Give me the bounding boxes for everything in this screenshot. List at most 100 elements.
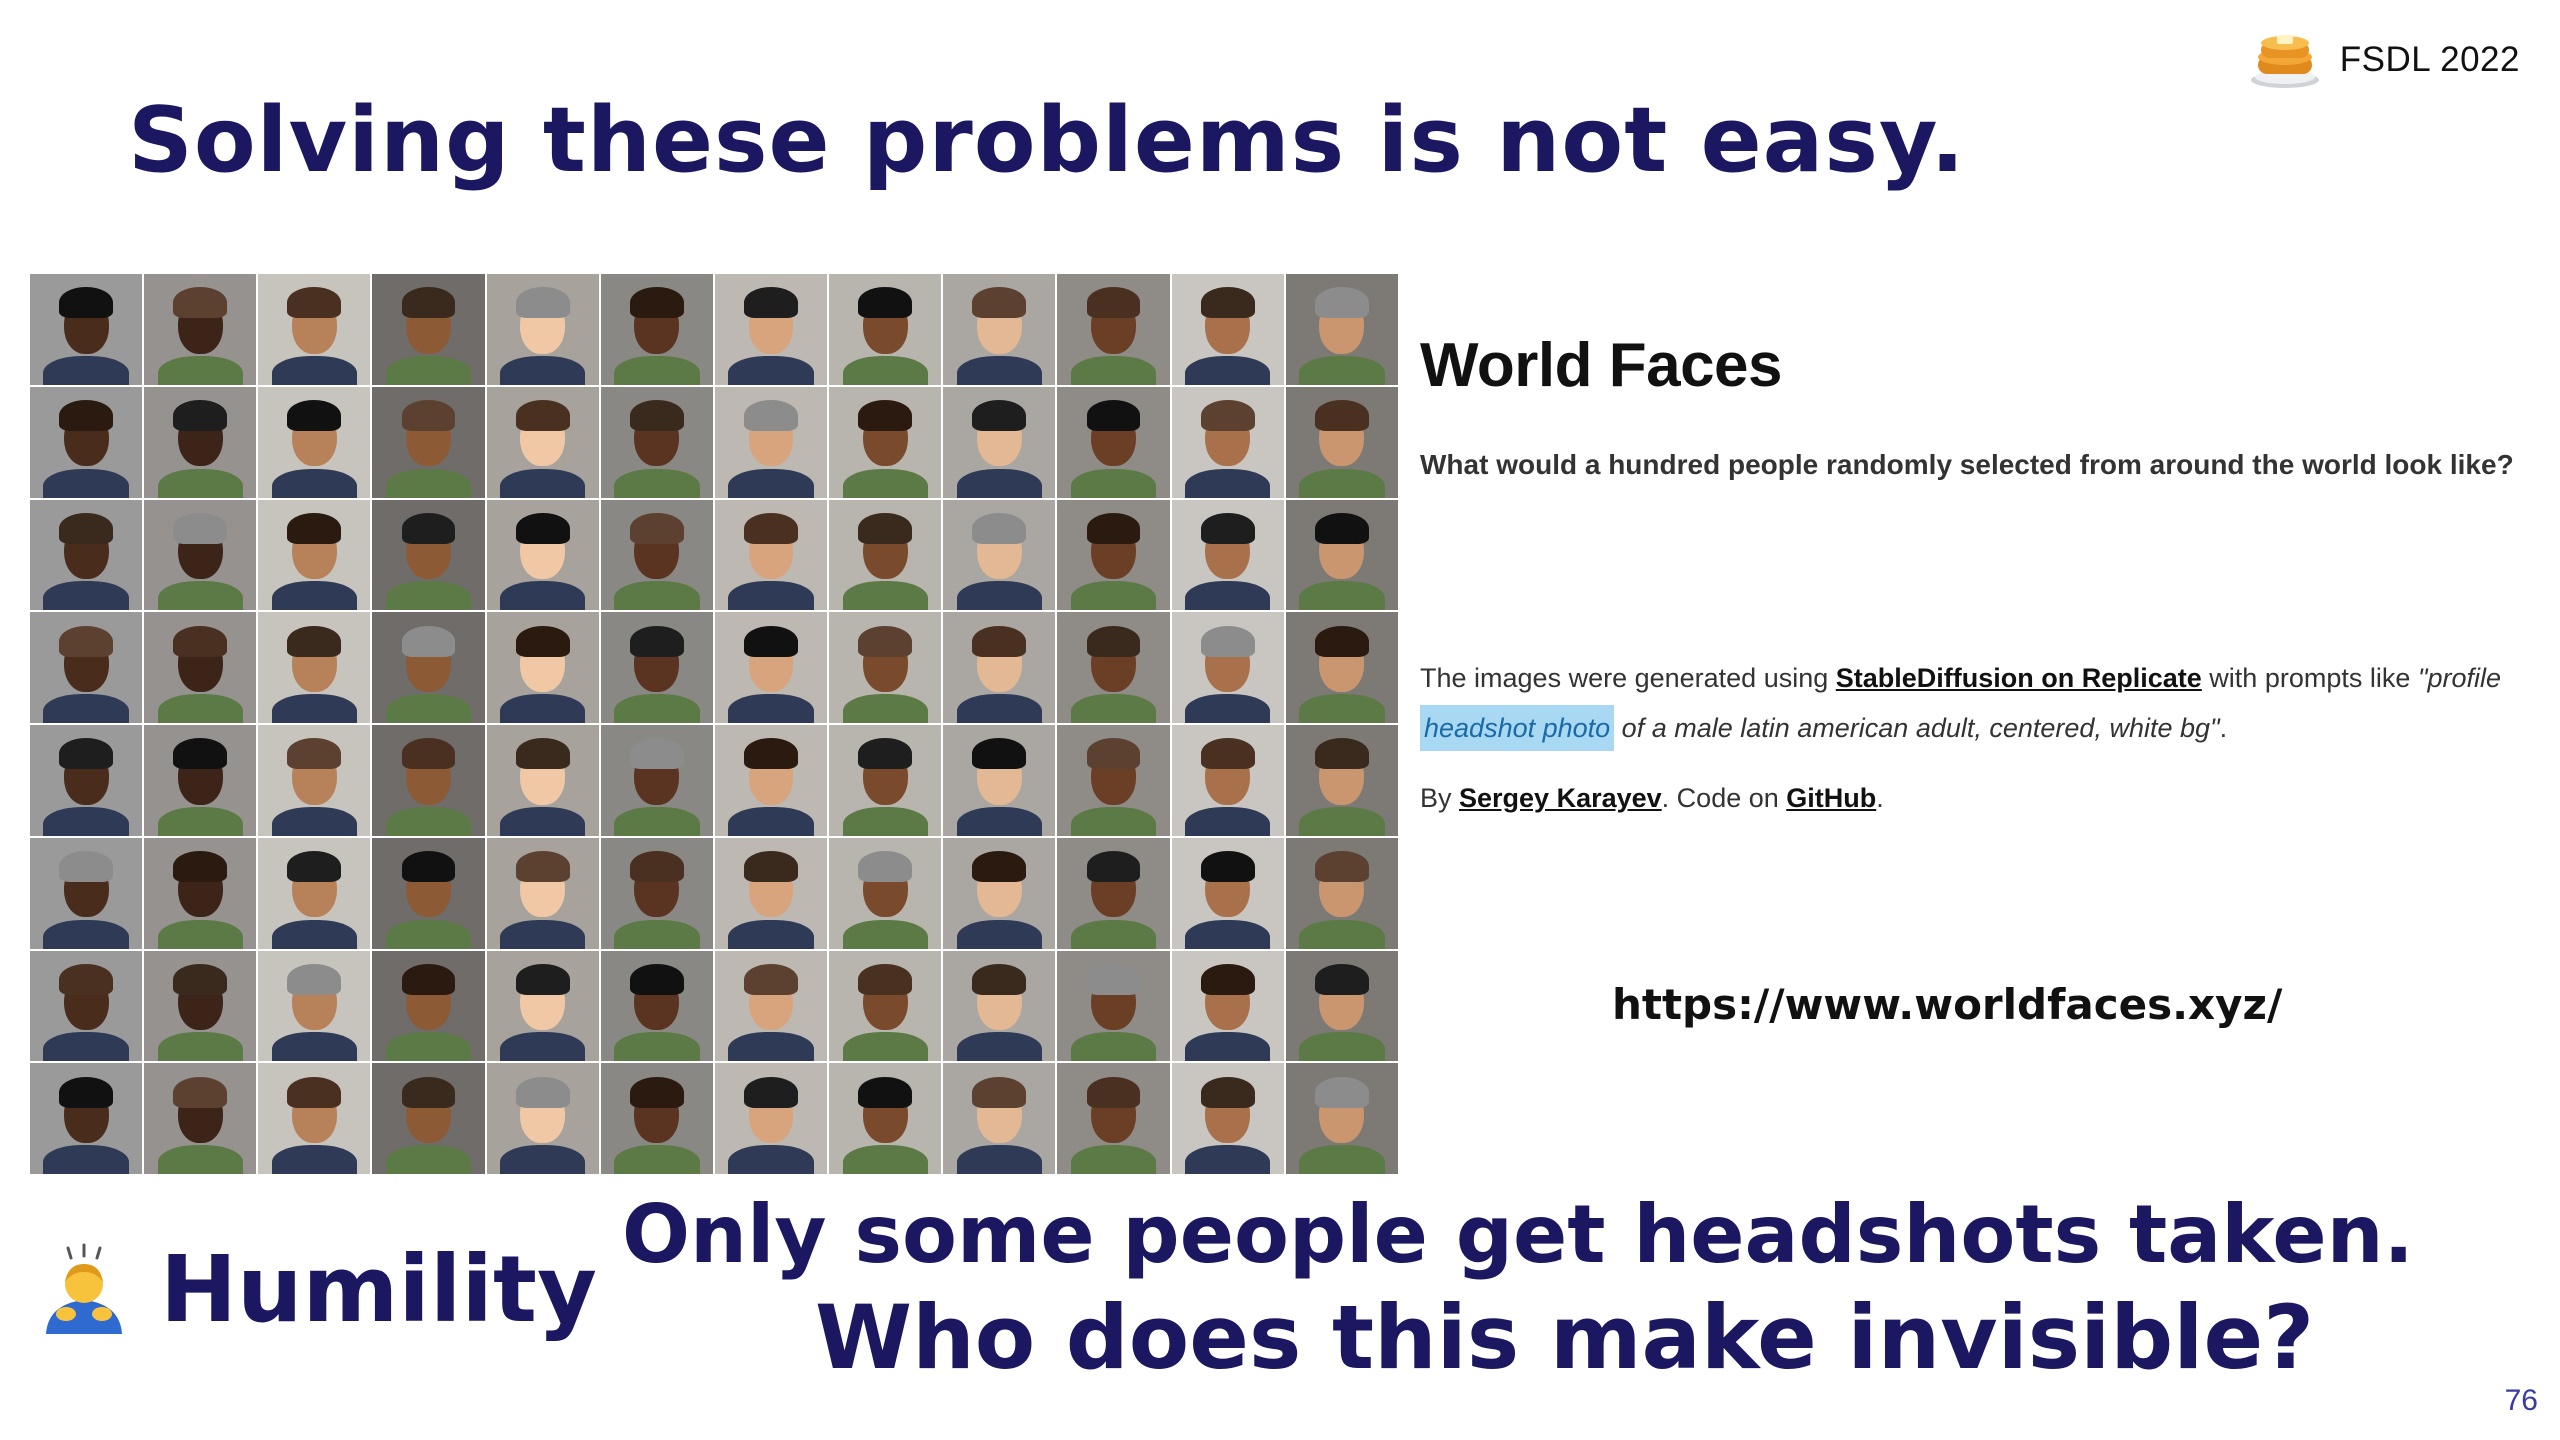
site-title: World Faces <box>1420 331 1783 400</box>
portrait-hair <box>59 738 113 770</box>
face-photo <box>600 725 713 836</box>
portrait-shoulders <box>43 355 129 385</box>
portrait-hair <box>515 1076 570 1108</box>
face-photo <box>30 612 143 723</box>
portrait-shoulders <box>157 581 243 611</box>
portrait-shoulders <box>43 581 129 611</box>
portrait-hair <box>59 1076 113 1108</box>
face-grid <box>30 274 1398 1174</box>
portrait-hair <box>744 738 798 770</box>
portrait-hair <box>515 625 570 657</box>
face-photo <box>486 1063 599 1174</box>
portrait-hair <box>59 512 113 544</box>
portrait-shoulders <box>1185 694 1271 723</box>
face-photo <box>258 1063 371 1174</box>
portrait-hair <box>972 738 1027 770</box>
portrait-shoulders <box>500 1032 586 1062</box>
face-photo <box>144 950 257 1062</box>
portrait-hair <box>858 963 913 995</box>
portrait-shoulders <box>500 1145 586 1174</box>
face-photo <box>258 499 371 611</box>
portrait-shoulders <box>1185 806 1271 836</box>
portrait-hair <box>629 400 684 432</box>
portrait-hair <box>972 400 1027 432</box>
portrait-hair <box>1314 400 1369 432</box>
portrait-shoulders <box>500 919 586 949</box>
portrait-shoulders <box>1299 1145 1385 1174</box>
pancake-stack-icon <box>2250 35 2319 88</box>
portrait-hair <box>629 963 684 995</box>
face-photo <box>600 274 713 385</box>
portrait-hair <box>972 963 1027 995</box>
face-photo <box>600 1063 713 1174</box>
portrait-shoulders <box>157 1145 243 1174</box>
github-link[interactable]: GitHub <box>1786 783 1877 813</box>
face-photo <box>1285 837 1398 949</box>
desc-quote-start: "profile <box>2417 663 2501 693</box>
face-photo <box>1057 386 1170 498</box>
face-photo <box>1171 386 1284 498</box>
portrait-shoulders <box>842 806 928 836</box>
portrait-hair <box>287 512 342 544</box>
face-photo <box>144 725 257 836</box>
portrait-hair <box>59 287 113 319</box>
portrait-hair <box>629 1076 684 1108</box>
stablediffusion-link[interactable]: StableDiffusion on Replicate <box>1835 663 2202 693</box>
portrait-hair <box>744 400 798 432</box>
author-link[interactable]: Sergey Karayev <box>1459 783 1662 813</box>
portrait-hair <box>1086 851 1141 883</box>
portrait-hair <box>858 400 913 432</box>
portrait-shoulders <box>842 1145 928 1174</box>
face-photo <box>1285 1063 1398 1174</box>
portrait-hair <box>287 963 342 995</box>
face-photo <box>30 950 143 1062</box>
portrait-hair <box>1200 625 1255 657</box>
portrait-shoulders <box>385 1032 472 1062</box>
portrait-shoulders <box>157 806 243 836</box>
face-photo <box>1285 612 1398 723</box>
portrait-hair <box>1314 738 1369 770</box>
page-number: 76 <box>2504 1384 2538 1417</box>
face-photo <box>1285 499 1398 611</box>
face-photo <box>30 837 143 949</box>
portrait-hair <box>858 1076 913 1108</box>
face-photo <box>1171 612 1284 723</box>
portrait-hair <box>173 400 228 432</box>
face-photo <box>829 837 942 949</box>
portrait-shoulders <box>385 355 472 385</box>
face-photo <box>1285 725 1398 836</box>
portrait-hair <box>173 851 228 883</box>
portrait-hair <box>1086 512 1141 544</box>
portrait-shoulders <box>385 468 472 498</box>
portrait-shoulders <box>956 581 1043 611</box>
portrait-shoulders <box>1299 919 1385 949</box>
portrait-hair <box>59 963 113 995</box>
portrait-hair <box>1086 963 1141 995</box>
portrait-shoulders <box>1070 581 1157 611</box>
portrait-hair <box>744 287 798 319</box>
portrait-shoulders <box>157 468 243 498</box>
face-photo <box>829 499 942 611</box>
portrait-shoulders <box>1299 694 1385 723</box>
face-photo <box>1171 837 1284 949</box>
portrait-shoulders <box>43 806 129 836</box>
face-photo <box>714 612 828 723</box>
person-bowing-icon <box>46 1243 122 1334</box>
portrait-hair <box>1200 400 1255 432</box>
face-photo <box>943 725 1056 836</box>
portrait-shoulders <box>1070 355 1157 385</box>
portrait-hair <box>1200 738 1255 770</box>
portrait-shoulders <box>271 581 358 611</box>
portrait-hair <box>287 738 342 770</box>
portrait-hair <box>173 287 228 319</box>
face-photo <box>144 1063 257 1174</box>
face-photo <box>1171 725 1284 836</box>
portrait-hair <box>1086 400 1141 432</box>
portrait-hair <box>401 851 456 883</box>
face-photo <box>486 274 599 385</box>
portrait-shoulders <box>1299 1032 1385 1062</box>
face-photo <box>486 950 599 1062</box>
portrait-shoulders <box>1070 694 1157 723</box>
face-photo <box>829 274 942 385</box>
portrait-shoulders <box>43 1145 129 1174</box>
